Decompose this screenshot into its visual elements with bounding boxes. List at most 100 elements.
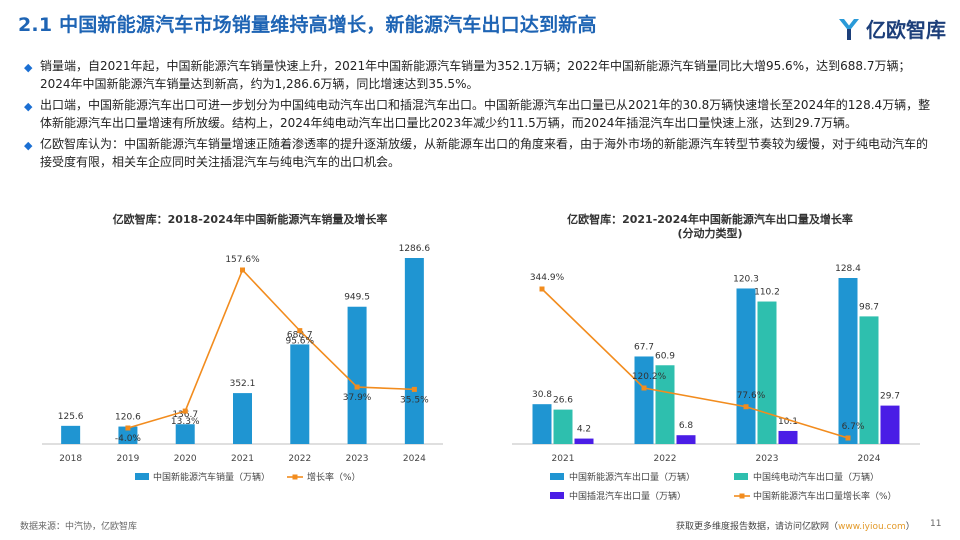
bullet-text: 出口端，中国新能源汽车出口可进一步划分为中国纯电动汽车出口和插混汽车出口。中国新… [40, 98, 931, 130]
sales-value-label: 120.6 [115, 413, 141, 423]
export-bev-bar [757, 301, 777, 444]
footer-more-text: 获取更多维度报告数据，请访问亿欧网（ [676, 522, 839, 532]
chart2-title: 亿欧智库：2021-2024年中国新能源汽车出口量及增长率 [567, 213, 853, 226]
growth-marker [182, 408, 188, 414]
x-tick-label: 2022 [654, 454, 677, 464]
sales-bar [233, 393, 252, 444]
legend-export-growth-label: 中国新能源汽车出口量增长率（%） [753, 490, 897, 502]
export-value-label: 26.6 [553, 396, 573, 406]
export-phev-bar [880, 405, 900, 444]
legend-export-phev-swatch [550, 492, 564, 499]
export-phev-bar [778, 430, 798, 444]
chart2-subtitle: (分动力类型) [677, 227, 743, 240]
bullet-sales: ◆ 销量端，自2021年起，中国新能源汽车销量快速上升，2021年中国新能源汽车… [24, 57, 936, 93]
growth-value-label: 35.5% [400, 395, 429, 405]
growth-value-label: 157.6% [225, 255, 260, 265]
sales-bar [290, 344, 310, 444]
export-value-label: 10.1 [778, 417, 798, 427]
footer-more: 获取更多维度报告数据，请访问亿欧网（www.iyiou.com） [676, 519, 915, 532]
legend-export-phev-label: 中国插混汽车出口量（万辆） [569, 490, 686, 502]
export-value-label: 98.7 [859, 302, 879, 312]
bullet-insight: ◆ 亿欧智库认为：中国新能源汽车销量增速正随着渗透率的提升逐渐放缓，从新能源车出… [24, 135, 936, 171]
export-bev-bar [553, 409, 573, 444]
legend-export-total-swatch [550, 473, 564, 480]
export-bev-bar [859, 316, 879, 444]
diamond-icon: ◆ [24, 139, 33, 152]
export-growth-label: 77.6% [737, 391, 766, 401]
growth-value-label: 37.9% [343, 393, 372, 403]
export-total-bar [634, 356, 654, 444]
growth-value-label: 95.6% [285, 337, 314, 347]
legend-marker-growth [292, 474, 298, 480]
sales-value-label: 352.1 [230, 379, 256, 389]
growth-marker [125, 425, 131, 431]
export-growth-marker [845, 435, 851, 441]
legend-export-growth-marker [739, 493, 745, 499]
footer-link[interactable]: www.iyiou.com [838, 522, 906, 532]
logo-icon [839, 18, 859, 40]
sales-value-label: 949.5 [344, 293, 370, 303]
sales-value-label: 688.7 [287, 330, 313, 340]
footer-source: 数据来源：中汽协，亿欧智库 [20, 522, 138, 532]
bullet-text: 亿欧智库认为：中国新能源汽车销量增速正随着渗透率的提升逐渐放缓，从新能源车出口的… [40, 137, 929, 169]
export-value-label: 29.7 [880, 392, 900, 402]
page-number: 11 [930, 519, 942, 529]
growth-marker [297, 328, 303, 334]
export-value-label: 4.2 [577, 425, 591, 435]
growth-marker [411, 386, 417, 392]
export-growth-line [541, 288, 849, 439]
x-tick-label: 2019 [116, 454, 139, 464]
legend-export-total-label: 中国新能源汽车出口量（万辆） [569, 471, 695, 483]
diamond-icon: ◆ [24, 100, 33, 113]
export-value-label: 6.8 [679, 421, 694, 431]
chart1-title: 亿欧智库：2018-2024年中国新能源汽车销量及增长率 [112, 213, 388, 226]
legend-export-bev-swatch [734, 473, 748, 480]
legend-export-bev-label: 中国纯电动汽车出口量（万辆） [753, 471, 879, 483]
sales-value-label: 1286.6 [399, 244, 431, 254]
export-phev-bar [574, 438, 594, 444]
export-growth-marker [743, 404, 749, 410]
export-value-label: 67.7 [634, 342, 654, 352]
x-tick-label: 2021 [552, 454, 575, 464]
legend-label-sales: 中国新能源汽车销量（万辆） [153, 471, 270, 483]
x-tick-label: 2023 [756, 454, 779, 464]
sales-value-label: 136.7 [172, 410, 198, 420]
logo-text: 亿欧智库 [866, 18, 946, 42]
x-tick-label: 2024 [858, 454, 881, 464]
export-growth-marker [539, 286, 545, 292]
export-growth-label: 120.2% [632, 372, 667, 382]
export-growth-marker [641, 385, 647, 391]
x-tick-label: 2018 [59, 454, 82, 464]
growth-value-label: 13.3% [171, 417, 200, 427]
export-value-label: 128.4 [835, 264, 861, 274]
sales-bar [175, 424, 195, 444]
growth-marker [240, 267, 245, 273]
sales-bar [347, 306, 367, 444]
sales-bar [61, 425, 81, 444]
bullet-export: ◆ 出口端，中国新能源汽车出口可进一步划分为中国纯电动汽车出口和插混汽车出口。中… [24, 96, 936, 132]
page-title: 2.1 中国新能源汽车市场销量维持高增长，新能源汽车出口达到新高 [18, 14, 597, 36]
diamond-icon: ◆ [24, 61, 33, 74]
footer-close: ） [905, 522, 915, 532]
x-tick-label: 2024 [403, 454, 426, 464]
x-tick-label: 2021 [231, 454, 254, 464]
export-growth-label: 6.7% [842, 422, 865, 432]
export-bev-bar [655, 365, 675, 444]
x-tick-label: 2022 [288, 454, 311, 464]
growth-marker [354, 384, 360, 390]
export-value-label: 60.9 [655, 351, 675, 361]
x-tick-label: 2023 [346, 454, 369, 464]
export-total-bar [532, 404, 552, 444]
legend-label-growth: 增长率（%） [307, 471, 361, 483]
export-value-label: 110.2 [754, 288, 780, 298]
x-tick-label: 2020 [174, 454, 197, 464]
sales-bar [404, 258, 424, 444]
export-phev-bar [676, 435, 696, 444]
export-growth-label: 344.9% [530, 273, 565, 283]
summary-bullets: ◆ 销量端，自2021年起，中国新能源汽车销量快速上升，2021年中国新能源汽车… [24, 57, 936, 174]
legend-swatch-sales [135, 473, 149, 480]
export-total-bar [736, 288, 756, 444]
logo: 亿欧智库 [836, 14, 946, 43]
